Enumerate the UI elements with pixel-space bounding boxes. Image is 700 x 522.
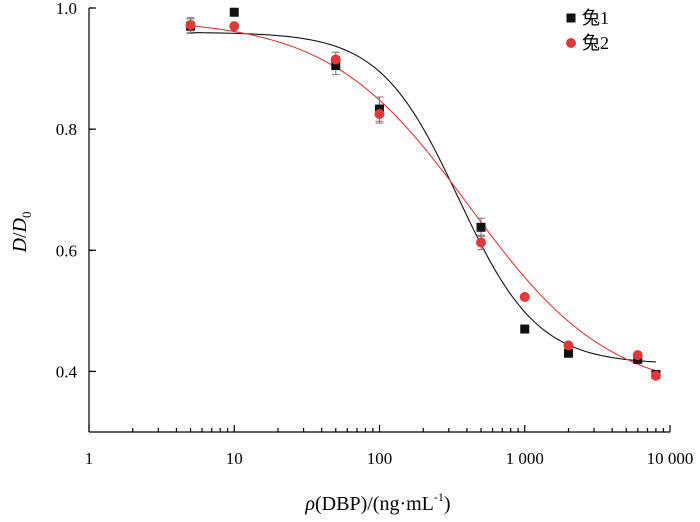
x-tick-label: 10	[226, 449, 243, 468]
y-axis-title: D/D0	[9, 212, 34, 254]
x-axis-title-prefix: ρ	[304, 493, 315, 515]
data-point-circle	[476, 237, 487, 248]
legend-label: 兔1	[582, 8, 609, 28]
data-point-circle	[185, 19, 196, 30]
x-tick-label: 10 000	[647, 449, 694, 468]
legend-marker-circle	[566, 38, 576, 48]
x-axis-title: ρ(DBP)/(ng·mL-1)	[304, 490, 450, 515]
error-bars	[186, 17, 486, 251]
data-points	[185, 7, 661, 381]
y-tick-label: 0.4	[56, 362, 78, 381]
fit-curve	[190, 25, 657, 372]
y-tick-label: 0.8	[56, 120, 77, 139]
data-point-square	[563, 348, 573, 358]
y-axis-title-sub: 0	[19, 212, 34, 219]
axes: 0.4 0.6 0.8 1.0 1 10 100 1 000 10 000	[56, 0, 694, 468]
data-point-circle	[650, 370, 661, 381]
data-point-circle	[330, 54, 341, 65]
y-axis-title-den: D	[9, 217, 31, 233]
legend-label: 兔2	[582, 33, 609, 53]
x-tick-label: 100	[367, 449, 393, 468]
y-axis-title-slash: /	[9, 232, 31, 238]
data-point-square	[520, 324, 530, 334]
legend-marker-square	[566, 13, 576, 23]
y-axis-title-main: D	[9, 237, 31, 253]
x-axis-title-text: (DBP)/(ng·mL	[315, 493, 434, 515]
y-tick-label: 0.6	[56, 241, 77, 260]
fit-curve	[190, 32, 656, 363]
fit-curves	[190, 25, 657, 372]
x-tick-label: 1	[85, 449, 94, 468]
data-point-circle	[229, 21, 240, 32]
data-point-circle	[519, 291, 530, 302]
data-point-circle	[374, 109, 385, 119]
x-tick-label: 1 000	[506, 449, 544, 468]
x-axis-title-sup: -1	[434, 490, 444, 504]
y-tick-label: 1.0	[56, 0, 77, 18]
data-point-square	[331, 61, 341, 71]
x-axis-title-suffix: )	[444, 493, 451, 515]
data-point-circle	[563, 340, 574, 351]
data-point-square	[229, 7, 239, 17]
data-point-square	[476, 222, 486, 232]
data-point-circle	[632, 350, 643, 361]
